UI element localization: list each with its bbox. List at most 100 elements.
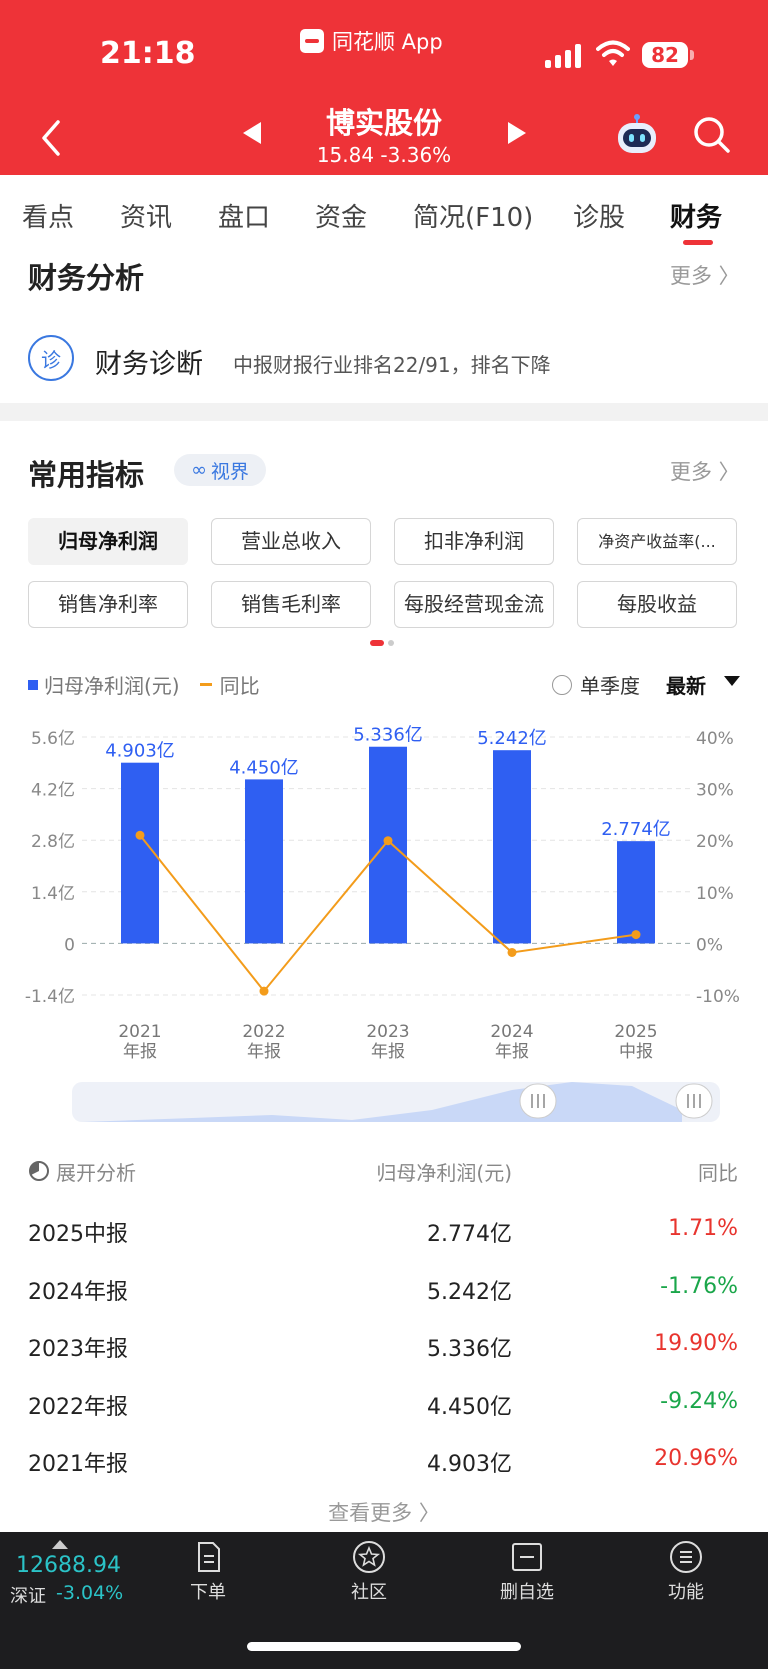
line-legend-label: 同比	[219, 674, 260, 698]
indicators-more-link[interactable]: 更多 〉	[670, 460, 740, 484]
nav-remove-watchlist[interactable]: 删自选	[482, 1540, 572, 1604]
chart-range-navigator[interactable]	[72, 1080, 720, 1124]
table-row[interactable]: 2023年报 5.336亿 19.90%	[0, 1331, 768, 1371]
bar-legend-label: 归母净利润(元)	[44, 674, 180, 698]
dropdown-arrow-icon[interactable]	[724, 676, 740, 686]
see-more-link[interactable]: 查看更多 〉	[328, 1501, 440, 1525]
prev-stock-icon[interactable]	[243, 122, 261, 144]
range-handle-left[interactable]	[519, 1083, 557, 1119]
yoy-point	[259, 986, 269, 996]
status-time: 21:18	[100, 36, 196, 71]
back-icon[interactable]	[36, 118, 66, 158]
pager-dot	[388, 640, 394, 646]
chart-bar	[493, 750, 531, 944]
finance-analysis-title: 财务分析	[28, 261, 145, 295]
row-value: 5.242亿	[427, 1279, 512, 1305]
table-col-value-header: 归母净利润(元)	[376, 1161, 512, 1185]
header-bar: 21:18 同花顺 App 82 博实股份 15.84 -3.36%	[0, 0, 768, 175]
table-row[interactable]: 2022年报 4.450亿 -9.24%	[0, 1389, 768, 1429]
table-row[interactable]: 2025中报 2.774亿 1.71%	[0, 1216, 768, 1256]
y-left-tick-label: 4.2亿	[31, 781, 75, 801]
y-right-tick-label: 20%	[696, 832, 734, 852]
robot-assistant-icon[interactable]	[614, 113, 660, 157]
row-yoy: 1.71%	[668, 1216, 738, 1241]
vision-badge-label: 视界	[210, 460, 249, 483]
metric-gross-margin-button[interactable]: 销售毛利率	[211, 581, 371, 628]
tab-finance[interactable]: 财务	[670, 203, 723, 233]
metric-total-revenue-button[interactable]: 营业总收入	[211, 518, 371, 565]
y-left-tick-label: 2.8亿	[31, 832, 75, 852]
y-right-tick-label: 40%	[696, 729, 734, 749]
order-icon	[198, 1542, 220, 1572]
pager-dots	[370, 640, 394, 646]
nav-community-label: 社区	[351, 1582, 387, 1603]
index-change[interactable]: -3.04%	[56, 1582, 124, 1604]
yoy-point	[507, 947, 517, 957]
index-up-arrow-icon	[52, 1540, 68, 1549]
x-tick-label: 年报	[123, 1042, 157, 1062]
row-period: 2023年报	[28, 1337, 128, 1362]
diagnosis-text[interactable]: 中报财报行业排名22/91，排名下降	[233, 353, 551, 377]
app-name: 同花顺 App	[332, 30, 443, 54]
metric-roe-button[interactable]: 净资产收益率(...	[577, 518, 737, 565]
metric-net-profit-button[interactable]: 归母净利润	[28, 518, 188, 565]
yoy-point	[631, 930, 641, 940]
x-tick-label: 2021	[118, 1022, 161, 1042]
row-yoy: -1.76%	[660, 1273, 738, 1299]
metric-deducted-profit-button[interactable]: 扣非净利润	[394, 518, 554, 565]
x-tick-label: 2023	[366, 1022, 409, 1042]
y-left-tick-label: 0	[64, 935, 75, 955]
search-icon[interactable]	[692, 115, 732, 155]
index-name[interactable]: 深证	[10, 1586, 46, 1607]
net-profit-chart: 5.6亿 40% 4.2亿 30% 2.8亿 20% 1.4亿 10% 0 0% -1.4亿 -10%…	[25, 725, 740, 1062]
nav-functions[interactable]: 功能	[641, 1540, 731, 1604]
table-row[interactable]: 2024年报 5.242亿 -1.76%	[0, 1274, 768, 1314]
bar-legend-swatch	[28, 679, 38, 690]
finance-analysis-more-link[interactable]: 更多 〉	[670, 264, 740, 288]
table-row[interactable]: 2021年报 4.903亿 20.96%	[0, 1446, 768, 1486]
next-stock-icon[interactable]	[508, 122, 526, 144]
row-value: 4.450亿	[427, 1394, 512, 1420]
diagnosis-label[interactable]: 财务诊断	[95, 349, 203, 380]
pie-chart-icon[interactable]	[28, 1160, 50, 1182]
infinity-icon: ∞	[191, 459, 207, 481]
tab-diagnosis[interactable]: 诊股	[573, 203, 626, 233]
y-right-tick-label: 0%	[696, 935, 723, 955]
radio-icon[interactable]	[552, 674, 572, 695]
tab-f10[interactable]: 简况(F10)	[413, 203, 534, 233]
tab-capital[interactable]: 资金	[315, 203, 368, 233]
x-tick-label: 2024	[490, 1022, 533, 1042]
remove-watchlist-icon	[512, 1543, 542, 1571]
tab-news[interactable]: 资讯	[120, 203, 173, 233]
tab-order-book[interactable]: 盘口	[218, 203, 271, 233]
table-col-yoy-header: 同比	[698, 1161, 738, 1185]
bar-value-label: 5.242亿	[477, 728, 547, 749]
metric-net-margin-button[interactable]: 销售净利率	[28, 581, 188, 628]
range-handle-right[interactable]	[675, 1083, 713, 1119]
battery-icon: 82	[642, 42, 688, 68]
tab-highlights[interactable]: 看点	[22, 203, 75, 233]
bottom-bar: 12688.94 深证 -3.04% 下单 社区 删自选 功能	[0, 1532, 768, 1669]
nav-community[interactable]: 社区	[324, 1540, 414, 1604]
single-quarter-toggle[interactable]: 单季度	[552, 670, 640, 699]
indicators-title: 常用指标	[28, 458, 145, 492]
y-left-tick-label: -1.4亿	[25, 987, 75, 1007]
expand-analysis-link[interactable]: 展开分析	[56, 1161, 136, 1185]
vision-badge[interactable]: ∞ 视界	[174, 454, 266, 486]
nav-order[interactable]: 下单	[163, 1540, 253, 1604]
x-tick-label: 年报	[495, 1042, 529, 1062]
row-value: 4.903亿	[427, 1452, 512, 1477]
index-value[interactable]: 12688.94	[16, 1553, 121, 1578]
row-period: 2024年报	[28, 1279, 128, 1305]
y-left-tick-label: 1.4亿	[31, 884, 75, 904]
table-header: 展开分析 归母净利润(元) 同比	[0, 1157, 768, 1187]
nav-remove-watchlist-label: 删自选	[500, 1582, 554, 1603]
x-tick-label: 2025	[614, 1022, 657, 1042]
metric-cashflow-per-share-button[interactable]: 每股经营现金流	[394, 581, 554, 628]
row-yoy: 19.90%	[654, 1331, 738, 1356]
metric-eps-button[interactable]: 每股收益	[577, 581, 737, 628]
chart-legend: 归母净利润(元) 同比	[28, 670, 260, 699]
x-tick-label: 年报	[247, 1042, 281, 1062]
latest-dropdown[interactable]: 最新	[666, 674, 706, 698]
stock-quote: 15.84 -3.36%	[316, 143, 452, 167]
